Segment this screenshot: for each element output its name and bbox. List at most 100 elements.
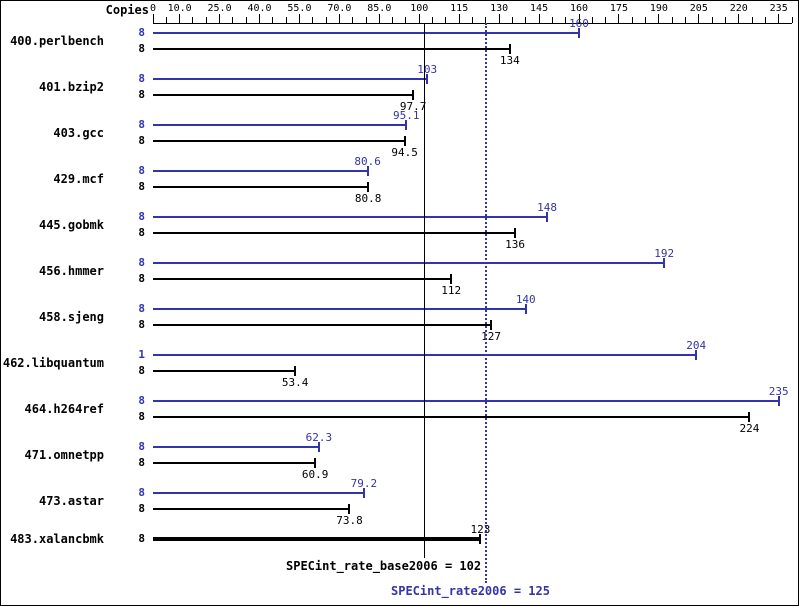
bar-line bbox=[153, 492, 364, 494]
x-axis-minor-tick bbox=[645, 17, 647, 23]
bar-line bbox=[153, 262, 665, 264]
copies-value: 8 bbox=[138, 364, 145, 377]
bar-end-cap bbox=[663, 258, 666, 268]
copies-value: 8 bbox=[138, 180, 145, 193]
copies-value: 8 bbox=[138, 486, 145, 499]
x-axis-major-tick bbox=[618, 14, 620, 23]
bar-line bbox=[153, 186, 369, 188]
copies-value: 8 bbox=[138, 456, 145, 469]
bar-value-label: 224 bbox=[739, 422, 760, 435]
bar-end-cap bbox=[362, 488, 365, 498]
bar-end-cap bbox=[748, 412, 751, 422]
benchmark-label: 483.xalancbmk bbox=[10, 532, 104, 546]
bar-value-label: 123 bbox=[470, 523, 491, 536]
bar-line bbox=[153, 32, 579, 34]
peak-reference-line bbox=[484, 23, 487, 583]
x-axis-minor-tick bbox=[605, 17, 607, 23]
x-axis-line bbox=[153, 23, 792, 24]
benchmark-label: 400.perlbench bbox=[10, 34, 104, 48]
benchmark-label: 462.libquantum bbox=[2, 356, 104, 370]
x-axis-minor-tick bbox=[192, 17, 194, 23]
x-axis-minor-tick bbox=[232, 17, 234, 23]
copies-value: 8 bbox=[138, 502, 145, 515]
bar-line bbox=[153, 232, 516, 234]
x-axis-tick-label: 55.0 bbox=[287, 3, 312, 14]
bar-end-cap bbox=[426, 74, 429, 84]
benchmark-label: 429.mcf bbox=[53, 172, 104, 186]
benchmark-label: 445.gobmk bbox=[38, 218, 104, 232]
copies-value: 8 bbox=[138, 210, 145, 223]
bar-line bbox=[153, 537, 481, 541]
bar-line bbox=[153, 370, 296, 372]
bar-line bbox=[153, 124, 407, 126]
x-axis-major-tick bbox=[498, 14, 500, 23]
copies-value: 8 bbox=[138, 26, 145, 39]
x-axis-minor-tick bbox=[352, 17, 354, 23]
x-axis-minor-tick bbox=[565, 17, 567, 23]
copies-value: 8 bbox=[138, 532, 145, 545]
bar-value-label: 79.2 bbox=[350, 477, 378, 490]
x-axis-tick-label: 115 bbox=[450, 3, 469, 14]
bar-value-label: 204 bbox=[686, 339, 707, 352]
bar-end-cap bbox=[508, 44, 511, 54]
copies-value: 8 bbox=[138, 256, 145, 269]
x-axis-major-tick bbox=[778, 14, 780, 23]
x-axis-tick-label: 130 bbox=[490, 3, 509, 14]
bar-line bbox=[153, 78, 428, 80]
bar-end-cap bbox=[578, 28, 580, 38]
copies-value: 1 bbox=[138, 348, 145, 361]
x-axis-minor-tick bbox=[751, 17, 753, 23]
copies-value: 8 bbox=[138, 394, 145, 407]
bar-end-cap bbox=[294, 366, 297, 376]
x-axis-minor-tick bbox=[525, 17, 527, 23]
bar-end-cap bbox=[695, 350, 698, 360]
bar-end-cap bbox=[450, 274, 453, 284]
x-axis-minor-tick bbox=[631, 17, 633, 23]
copies-value: 8 bbox=[138, 226, 145, 239]
copies-value: 8 bbox=[138, 134, 145, 147]
x-axis-major-tick bbox=[658, 14, 660, 23]
bar-line bbox=[153, 94, 414, 96]
copies-value: 8 bbox=[138, 164, 145, 177]
x-axis-minor-tick bbox=[685, 17, 686, 23]
copies-value: 8 bbox=[138, 42, 145, 55]
x-axis-major-tick bbox=[378, 14, 380, 23]
bar-value-label: 235 bbox=[768, 385, 789, 398]
x-axis-minor-tick bbox=[405, 17, 407, 23]
x-axis-tick-label: 235 bbox=[769, 3, 788, 14]
x-axis-major-tick bbox=[179, 14, 181, 23]
bar-end-cap bbox=[490, 320, 493, 330]
bar-line bbox=[153, 140, 405, 142]
x-axis-minor-tick bbox=[312, 17, 314, 23]
x-axis-major-tick bbox=[338, 14, 340, 23]
x-axis-major-tick bbox=[698, 14, 700, 23]
x-axis-minor-tick bbox=[724, 17, 726, 23]
bar-value-label: 140 bbox=[515, 293, 536, 306]
x-axis-minor-tick bbox=[472, 17, 473, 23]
bar-line bbox=[153, 400, 779, 402]
copies-value: 8 bbox=[138, 410, 145, 423]
bar-value-label: 134 bbox=[499, 54, 520, 67]
bar-line bbox=[153, 170, 368, 172]
x-axis-minor-tick bbox=[365, 17, 367, 23]
x-axis-major-tick bbox=[418, 14, 420, 23]
bar-end-cap bbox=[403, 136, 406, 146]
x-axis-minor-tick bbox=[485, 17, 487, 23]
x-axis-minor-tick bbox=[245, 17, 247, 23]
bar-value-label: 97.7 bbox=[399, 100, 427, 113]
benchmark-label: 473.astar bbox=[38, 494, 104, 508]
bar-line bbox=[153, 508, 350, 510]
x-axis-major-tick bbox=[152, 14, 154, 23]
bar-line bbox=[153, 48, 510, 50]
x-axis-major-tick bbox=[298, 14, 300, 23]
x-axis-tick-label: 220 bbox=[729, 3, 748, 14]
benchmark-label: 458.sjeng bbox=[38, 310, 104, 324]
bar-value-label: 94.5 bbox=[391, 146, 418, 159]
bar-line bbox=[153, 446, 319, 448]
bar-end-cap bbox=[546, 212, 549, 222]
x-axis-minor-tick bbox=[272, 17, 274, 23]
bar-end-cap bbox=[479, 534, 482, 544]
benchmark-label: 403.gcc bbox=[53, 126, 104, 140]
bar-line bbox=[153, 278, 452, 280]
bar-end-cap bbox=[777, 396, 780, 406]
